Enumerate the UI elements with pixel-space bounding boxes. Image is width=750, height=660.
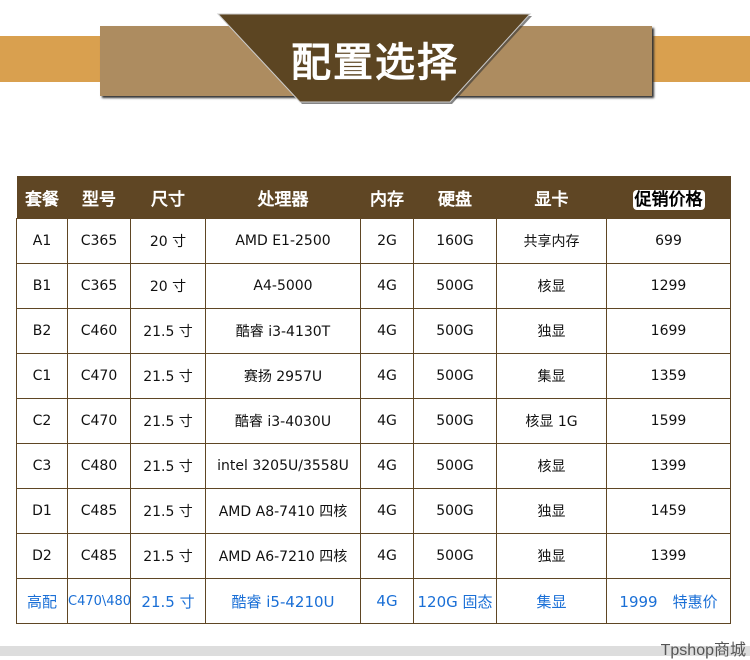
- table-cell: 500G: [413, 353, 497, 399]
- table-cell: 4G: [360, 488, 414, 534]
- table-cell: C460: [67, 308, 131, 354]
- table-cell: 核显: [496, 443, 607, 489]
- table-cell: 高配: [16, 578, 68, 624]
- table-cell: C2: [16, 398, 68, 444]
- table-cell: AMD A8-7410 四核: [205, 488, 361, 534]
- table-cell: B2: [16, 308, 68, 354]
- table-cell: 21.5 寸: [130, 308, 206, 354]
- table-cell: 4G: [360, 263, 414, 309]
- table-cell: 酷睿 i3-4130T: [205, 308, 361, 354]
- table-cell: 4G: [360, 398, 414, 444]
- table-cell: 酷睿 i5-4210U: [205, 578, 361, 624]
- table-row: C1 C470 21.5 寸赛扬 2957U 4G 500G 集显 1359: [16, 353, 731, 399]
- table-cell: 4G: [360, 578, 414, 624]
- column-header: 处理器: [205, 176, 361, 219]
- table-cell: 独显: [496, 488, 607, 534]
- column-header: 型号: [67, 176, 131, 219]
- table-cell: 集显: [496, 578, 607, 624]
- banner-trapezoid: [216, 13, 532, 104]
- column-header: 硬盘: [413, 176, 497, 219]
- table-cell: C470: [67, 353, 131, 399]
- table-cell: 2G: [360, 218, 414, 264]
- table-row: B2 C460 21.5 寸酷睿 i3-4130T 4G 500G 独显 1699: [16, 308, 731, 354]
- column-header-label: 促销价格: [632, 189, 705, 210]
- table-cell: 独显: [496, 533, 607, 579]
- table-cell: 500G: [413, 488, 497, 534]
- column-header: 显卡: [496, 176, 607, 219]
- table-cell: 1599: [606, 398, 731, 444]
- table-cell: D1: [16, 488, 68, 534]
- table-cell: B1: [16, 263, 68, 309]
- table-cell: 独显: [496, 308, 607, 354]
- column-header: 套餐: [16, 176, 68, 219]
- table-cell: 500G: [413, 443, 497, 489]
- column-header: 促销价格: [606, 176, 731, 219]
- table-row: D1 C485 21.5 寸 AMD A8-7410 四核 4G 500G 独显 1459: [16, 488, 731, 534]
- table-header: 套餐 型号 尺寸 处理器 内存 硬盘 显卡 促销价格: [16, 176, 731, 219]
- table-cell: 500G: [413, 308, 497, 354]
- table-cell: 1999 特惠价: [606, 578, 731, 624]
- table-cell: 赛扬 2957U: [205, 353, 361, 399]
- table-row: 高配 C470\480 21.5 寸酷睿 i5-4210U 4G 120G 固态 集显 19…: [16, 578, 731, 624]
- table-cell: A1: [16, 218, 68, 264]
- table-cell: C480: [67, 443, 131, 489]
- table-cell: 699: [606, 218, 731, 264]
- table-cell: intel 3205U/3558U: [205, 443, 361, 489]
- table-cell: C365: [67, 263, 131, 309]
- table-cell: 4G: [360, 353, 414, 399]
- table-cell: 1459: [606, 488, 731, 534]
- table-cell: C3: [16, 443, 68, 489]
- column-header: 内存: [360, 176, 414, 219]
- table-cell: 160G: [413, 218, 497, 264]
- table-cell: 4G: [360, 308, 414, 354]
- table-cell: C485: [67, 533, 131, 579]
- table-cell: AMD A6-7210 四核: [205, 533, 361, 579]
- table-cell: 20 寸: [130, 263, 206, 309]
- table-cell: 1399: [606, 533, 731, 579]
- table-cell: 120G 固态: [413, 578, 497, 624]
- config-table: 套餐 型号 尺寸 处理器 内存 硬盘 显卡 促销价格 A1 C365 20 寸 AMD E1-250…: [16, 176, 731, 624]
- table-cell: 500G: [413, 533, 497, 579]
- table-cell: AMD E1-2500: [205, 218, 361, 264]
- table-cell: 集显: [496, 353, 607, 399]
- table-cell: 21.5 寸: [130, 488, 206, 534]
- table-row: B1 C365 20 寸 A4-5000 4G 500G 核显 1299: [16, 263, 731, 309]
- table-cell: 500G: [413, 398, 497, 444]
- table-row: C2 C470 21.5 寸酷睿 i3-4030U 4G 500G 核显 1G 1599: [16, 398, 731, 444]
- table-cell: 1359: [606, 353, 731, 399]
- table-cell: D2: [16, 533, 68, 579]
- table-cell: 500G: [413, 263, 497, 309]
- table-cell: 1699: [606, 308, 731, 354]
- table-row: D2 C485 21.5 寸 AMD A6-7210 四核 4G 500G 独显 1399: [16, 533, 731, 579]
- table-cell: 核显 1G: [496, 398, 607, 444]
- watermark: Tpshop商城: [660, 642, 746, 659]
- table-cell: 21.5 寸: [130, 443, 206, 489]
- banner-title: 配置选择: [291, 40, 459, 86]
- table-cell: 酷睿 i3-4030U: [205, 398, 361, 444]
- table-row: A1 C365 20 寸 AMD E1-2500 2G 160G 共享内存 699: [16, 218, 731, 264]
- table-cell: C1: [16, 353, 68, 399]
- table-cell: C470: [67, 398, 131, 444]
- table-cell: 1299: [606, 263, 731, 309]
- table-cell: C365: [67, 218, 131, 264]
- table-cell: 4G: [360, 443, 414, 489]
- column-header: 尺寸: [130, 176, 206, 219]
- table-cell: 21.5 寸: [130, 578, 206, 624]
- table-cell: A4-5000: [205, 263, 361, 309]
- table-row: C3 C480 21.5 寸 intel 3205U/3558U 4G 500G 核显 139…: [16, 443, 731, 489]
- table-cell: 21.5 寸: [130, 398, 206, 444]
- table-cell: C470\480: [67, 578, 131, 624]
- table-cell: 共享内存: [496, 218, 607, 264]
- table-cell: 核显: [496, 263, 607, 309]
- table-cell: C485: [67, 488, 131, 534]
- table-cell: 21.5 寸: [130, 353, 206, 399]
- table-cell: 1399: [606, 443, 731, 489]
- footer-bar: [0, 646, 750, 656]
- table-cell: 21.5 寸: [130, 533, 206, 579]
- table-cell: 4G: [360, 533, 414, 579]
- table-cell: 20 寸: [130, 218, 206, 264]
